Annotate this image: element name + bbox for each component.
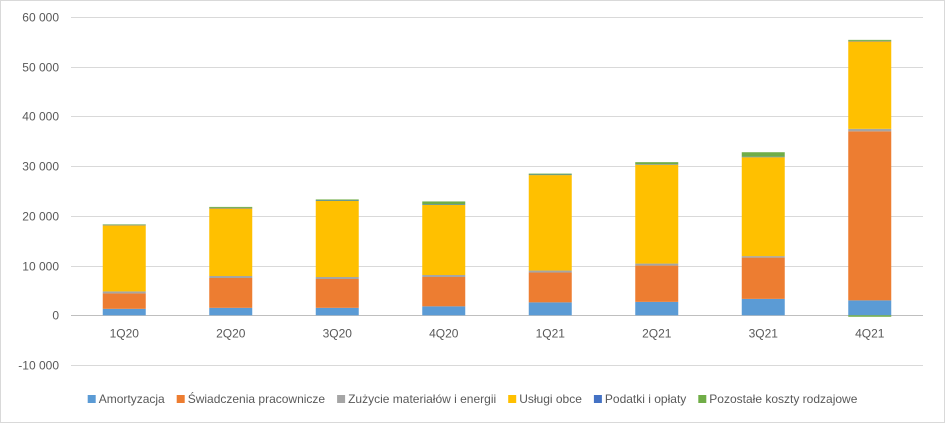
bars — [103, 40, 892, 317]
bar-segment — [316, 199, 359, 200]
x-tick-label: 1Q21 — [536, 326, 566, 340]
bar-segment — [848, 129, 891, 131]
bar-segment — [635, 266, 678, 302]
y-tick-label: 0 — [52, 309, 59, 323]
legend-label: Świadczenia pracownicze — [188, 391, 326, 406]
legend-swatch — [698, 395, 706, 403]
x-tick-label: 4Q20 — [429, 326, 459, 340]
bar-segment — [635, 165, 678, 264]
legend: Amortyzacja Świadczenia pracownicze Zużyci… — [88, 391, 858, 406]
y-tick-label: -10 000 — [18, 359, 59, 373]
x-tick-label: 2Q20 — [216, 326, 246, 340]
bar-segment — [742, 152, 785, 156]
bar-segment — [209, 276, 252, 278]
bar-segment — [742, 157, 785, 256]
y-tick-label: 30 000 — [22, 160, 59, 174]
bar-segment — [209, 308, 252, 315]
x-tick-label: 1Q20 — [110, 326, 140, 340]
bar-segment — [316, 277, 359, 279]
bar-segment — [529, 174, 572, 175]
bar-segment — [103, 291, 146, 293]
bar-segment — [848, 41, 891, 128]
bar-segment — [316, 279, 359, 308]
legend-swatch — [88, 395, 96, 403]
bar-segment — [848, 300, 891, 315]
x-tick-label: 3Q20 — [323, 326, 353, 340]
bar-segment — [635, 264, 678, 266]
legend-item: Zużycie materiałów i energii — [337, 392, 496, 406]
legend-item: Usługi obce — [508, 392, 582, 406]
bar-segment — [742, 256, 785, 257]
bar-segment — [316, 308, 359, 315]
legend-label: Podatki i opłaty — [605, 392, 686, 406]
bar-segment — [529, 273, 572, 303]
legend-swatch — [337, 395, 345, 403]
y-tick-label: 20 000 — [22, 210, 59, 224]
bar-segment — [209, 207, 252, 208]
bar-segment — [422, 201, 465, 204]
gridlines — [71, 18, 923, 366]
bar-segment — [103, 309, 146, 315]
bar-segment — [529, 302, 572, 315]
bar-segment — [848, 40, 891, 41]
bar-segment — [422, 205, 465, 275]
bar-segment — [103, 225, 146, 291]
y-tick-label: 40 000 — [22, 110, 59, 124]
x-tick-label: 3Q21 — [749, 326, 779, 340]
x-tick-label: 4Q21 — [855, 326, 885, 340]
legend-item: Amortyzacja — [88, 392, 165, 406]
legend-label: Usługi obce — [519, 392, 582, 406]
bar-segment-negative — [848, 315, 891, 316]
bar-segment — [742, 258, 785, 299]
legend-label: Pozostałe koszty rodzajowe — [709, 392, 857, 406]
bar-segment — [529, 175, 572, 270]
bar-segment — [209, 208, 252, 276]
bar-segment — [529, 271, 572, 273]
bar-segment — [635, 162, 678, 164]
legend-swatch — [594, 395, 602, 403]
legend-swatch — [508, 395, 516, 403]
bar-segment — [103, 293, 146, 308]
y-axis-tick-labels: -10 000 0 10 000 20 000 30 000 40 000 50 000 60… — [18, 11, 59, 373]
bar-segment — [422, 275, 465, 277]
bar-segment — [742, 299, 785, 315]
x-tick-label: 2Q21 — [642, 326, 672, 340]
bar-segment — [848, 131, 891, 300]
bar-segment — [635, 302, 678, 315]
legend-item: Świadczenia pracownicze — [177, 391, 326, 406]
bar-segment — [316, 201, 359, 277]
y-tick-label: 10 000 — [22, 260, 59, 274]
legend-swatch — [177, 395, 185, 403]
legend-item: Podatki i opłaty — [594, 392, 686, 406]
x-axis-tick-labels: 1Q20 2Q20 3Q20 4Q20 1Q21 2Q21 3Q21 4Q21 — [110, 326, 885, 340]
bar-segment — [422, 306, 465, 315]
y-tick-label: 60 000 — [22, 11, 59, 25]
y-tick-label: 50 000 — [22, 61, 59, 75]
bar-segment — [209, 278, 252, 308]
legend-item: Pozostałe koszty rodzajowe — [698, 392, 857, 406]
bar-segment — [422, 277, 465, 306]
legend-label: Amortyzacja — [99, 392, 165, 406]
legend-label: Zużycie materiałów i energii — [348, 392, 496, 406]
